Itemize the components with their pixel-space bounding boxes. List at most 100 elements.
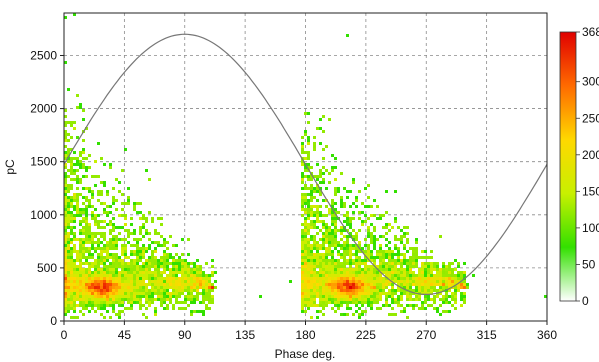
density-cell xyxy=(358,241,361,244)
density-cell xyxy=(64,157,67,160)
density-cell xyxy=(109,268,112,271)
density-cell xyxy=(148,211,151,214)
density-cell xyxy=(355,310,358,313)
x-tick-label: 90 xyxy=(178,328,192,342)
density-cell xyxy=(73,271,76,274)
density-cell xyxy=(319,214,322,217)
density-cell xyxy=(127,271,130,274)
density-cell xyxy=(448,301,451,304)
density-cell xyxy=(64,139,67,142)
density-cell xyxy=(367,253,370,256)
density-cell xyxy=(367,229,370,232)
density-cell xyxy=(118,310,121,313)
density-cell xyxy=(328,253,331,256)
density-cell xyxy=(133,277,136,280)
density-cell xyxy=(70,157,73,160)
density-cell xyxy=(175,289,178,292)
density-cell xyxy=(196,265,199,268)
density-cell xyxy=(79,193,82,196)
density-cell xyxy=(91,283,94,286)
density-cell xyxy=(409,259,412,262)
density-cell xyxy=(382,268,385,271)
density-cell xyxy=(433,298,436,301)
density-cell xyxy=(454,259,457,262)
density-cell xyxy=(64,259,67,262)
density-cell xyxy=(337,289,340,292)
density-cell xyxy=(106,190,109,193)
density-cell xyxy=(130,274,133,277)
density-cell xyxy=(442,277,445,280)
density-cell xyxy=(94,268,97,271)
density-cell xyxy=(106,295,109,298)
density-cell xyxy=(379,217,382,220)
density-cell xyxy=(307,136,310,139)
density-cell xyxy=(304,202,307,205)
density-cell xyxy=(361,202,364,205)
density-cell xyxy=(355,256,358,259)
density-cell xyxy=(145,307,148,310)
density-cell xyxy=(331,292,334,295)
density-cell xyxy=(445,277,448,280)
density-cell xyxy=(67,220,70,223)
density-cell xyxy=(382,277,385,280)
density-cell xyxy=(304,310,307,313)
density-cell xyxy=(409,262,412,265)
density-cell xyxy=(427,304,430,307)
density-cell xyxy=(412,277,415,280)
density-cell xyxy=(301,238,304,241)
density-cell xyxy=(85,199,88,202)
density-cell xyxy=(91,217,94,220)
density-cell xyxy=(304,256,307,259)
density-cell xyxy=(373,277,376,280)
density-cell xyxy=(310,292,313,295)
density-cell xyxy=(205,295,208,298)
density-cell xyxy=(82,166,85,169)
density-cell xyxy=(118,295,121,298)
density-cell xyxy=(349,262,352,265)
density-cell xyxy=(196,289,199,292)
density-cell xyxy=(145,220,148,223)
density-cell xyxy=(406,232,409,235)
density-cell xyxy=(316,316,319,319)
density-cell xyxy=(433,286,436,289)
density-cell xyxy=(325,238,328,241)
density-cell xyxy=(313,283,316,286)
density-cell xyxy=(142,274,145,277)
density-cell xyxy=(190,277,193,280)
density-cell xyxy=(307,295,310,298)
density-cell xyxy=(379,268,382,271)
density-cell xyxy=(352,313,355,316)
density-cell xyxy=(307,166,310,169)
density-cell xyxy=(403,310,406,313)
density-cell xyxy=(367,226,370,229)
density-cell xyxy=(412,247,415,250)
density-cell xyxy=(310,193,313,196)
y-tick-label: 500 xyxy=(37,261,57,275)
density-cell xyxy=(193,295,196,298)
density-cell xyxy=(97,262,100,265)
density-cell xyxy=(88,235,91,238)
density-cell xyxy=(454,298,457,301)
density-cell xyxy=(301,181,304,184)
density-cell xyxy=(100,274,103,277)
density-cell xyxy=(136,259,139,262)
density-cell xyxy=(304,238,307,241)
density-cell xyxy=(109,244,112,247)
density-cell xyxy=(334,262,337,265)
density-cell xyxy=(160,244,163,247)
density-cell xyxy=(334,286,337,289)
density-cell xyxy=(349,247,352,250)
density-cell xyxy=(325,223,328,226)
density-cell xyxy=(187,271,190,274)
density-cell xyxy=(328,274,331,277)
density-cell xyxy=(301,229,304,232)
density-cell xyxy=(73,247,76,250)
density-cell xyxy=(67,283,70,286)
density-cell xyxy=(85,187,88,190)
density-cell xyxy=(316,226,319,229)
density-cell xyxy=(67,88,70,91)
density-cell xyxy=(463,298,466,301)
density-cell xyxy=(355,301,358,304)
density-cell xyxy=(358,211,361,214)
